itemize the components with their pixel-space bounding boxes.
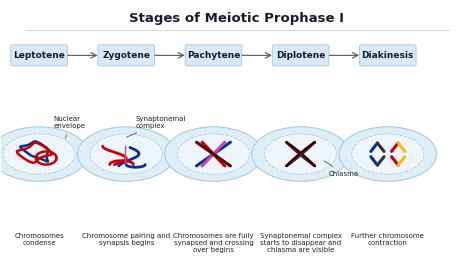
FancyBboxPatch shape [359,45,416,66]
FancyBboxPatch shape [98,45,155,66]
Text: Diakinesis: Diakinesis [362,51,414,60]
FancyBboxPatch shape [11,45,67,66]
Text: Diplotene: Diplotene [276,51,325,60]
Text: Chromosomes are fully
synapsed and crossing
over begins: Chromosomes are fully synapsed and cross… [173,233,254,253]
Text: Pachytene: Pachytene [187,51,240,60]
Circle shape [77,127,175,181]
Text: Synaptonemal
complex: Synaptonemal complex [127,116,186,137]
Circle shape [3,134,75,174]
Text: Further chromosome
contraction: Further chromosome contraction [351,233,424,246]
Circle shape [264,134,337,174]
Text: Synaptonemal complex
starts to disappear and
chiasma are visible: Synaptonemal complex starts to disappear… [260,233,342,253]
Circle shape [177,134,249,174]
Circle shape [90,134,162,174]
Circle shape [352,134,424,174]
Text: Zygotene: Zygotene [102,51,150,60]
Text: Chromosome pairing and
synapsis begins: Chromosome pairing and synapsis begins [82,233,170,246]
Text: Chiasma: Chiasma [324,161,359,177]
Text: Nuclear
envelope: Nuclear envelope [53,116,85,138]
FancyBboxPatch shape [273,45,329,66]
Circle shape [252,127,349,181]
FancyBboxPatch shape [185,45,242,66]
Circle shape [164,127,262,181]
Circle shape [0,127,88,181]
Text: Stages of Meiotic Prophase I: Stages of Meiotic Prophase I [129,12,345,25]
Text: Chromosomes
condense: Chromosomes condense [14,233,64,246]
Circle shape [339,127,437,181]
Text: Leptotene: Leptotene [13,51,65,60]
